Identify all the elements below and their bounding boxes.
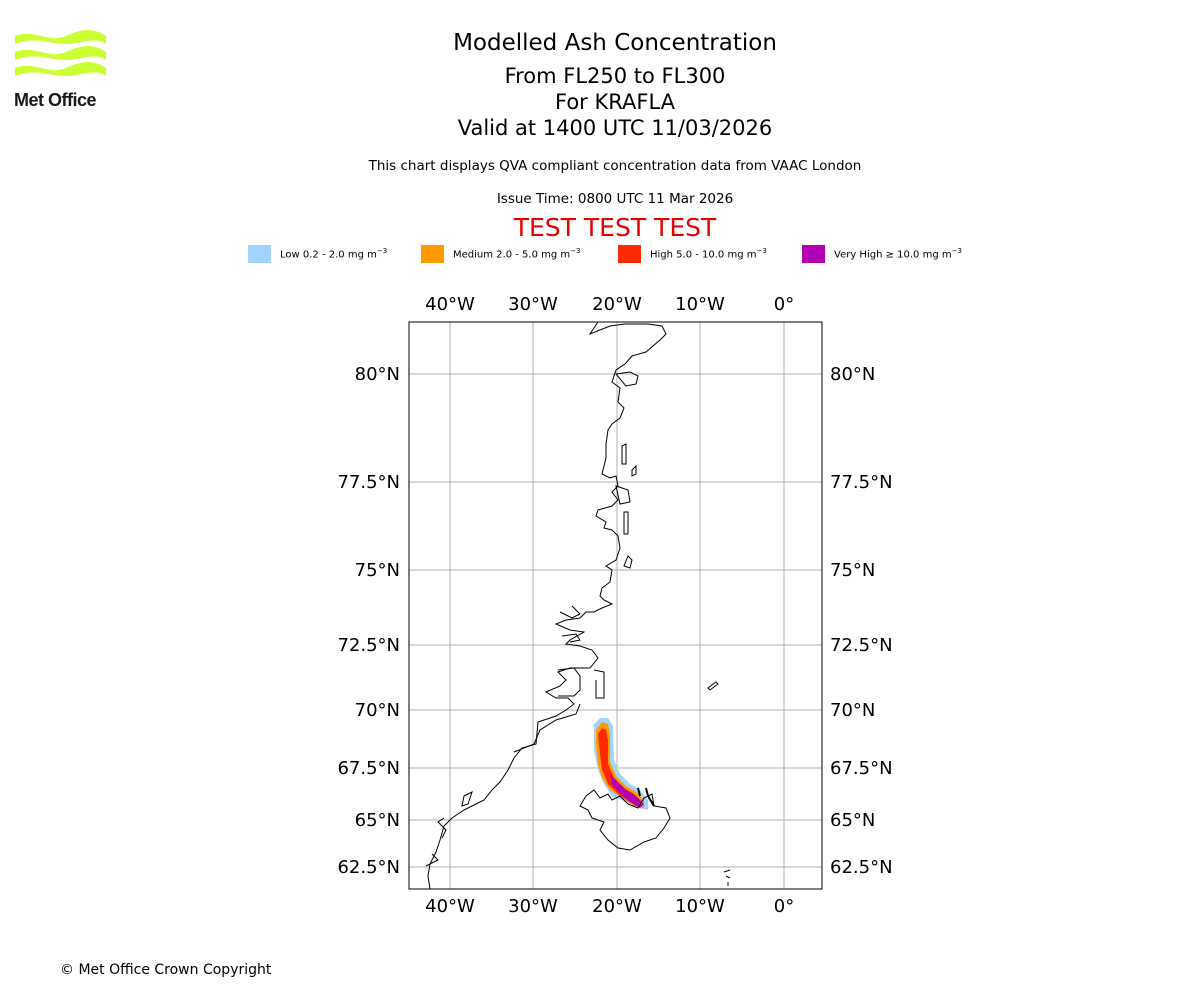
chart-title: Modelled Ash Concentration bbox=[453, 30, 777, 56]
lat-label-left-65n: 65°N bbox=[355, 810, 400, 831]
chart-description: This chart displays QVA compliant concen… bbox=[368, 158, 862, 174]
met-office-wordmark: Met Office bbox=[14, 90, 97, 110]
legend-swatch-low bbox=[248, 245, 271, 263]
lat-label-left-70n: 70°N bbox=[355, 700, 400, 721]
lat-label-right-70n: 70°N bbox=[830, 700, 875, 721]
lon-label-top-40w: 40°W bbox=[425, 294, 475, 315]
lat-label-right-65n: 65°N bbox=[830, 810, 875, 831]
lat-label-right-75n: 75°N bbox=[830, 560, 875, 581]
legend-label-medium: Medium 2.0 - 5.0 mg m−3 bbox=[453, 247, 581, 261]
met-office-wave-logo-icon bbox=[15, 30, 106, 76]
copyright-notice: © Met Office Crown Copyright bbox=[60, 962, 272, 978]
legend-swatch-high bbox=[618, 245, 641, 263]
lon-label-top-10w: 10°W bbox=[675, 294, 725, 315]
lat-label-right-62-5n: 62.5°N bbox=[830, 857, 893, 878]
lat-label-left-72-5n: 72.5°N bbox=[337, 635, 400, 656]
longitude-labels-top: 40°W 30°W 20°W 10°W 0° bbox=[425, 294, 794, 315]
lon-label-bottom-20w: 20°W bbox=[592, 896, 642, 917]
krafla-marker bbox=[637, 787, 655, 807]
lon-label-bottom-40w: 40°W bbox=[425, 896, 475, 917]
lon-label-top-0: 0° bbox=[774, 294, 794, 315]
lat-label-right-80n: 80°N bbox=[830, 364, 875, 385]
longitude-labels-bottom: 40°W 30°W 20°W 10°W 0° bbox=[425, 896, 794, 917]
legend-label-low: Low 0.2 - 2.0 mg m−3 bbox=[280, 247, 388, 261]
flight-level-range: From FL250 to FL300 bbox=[504, 64, 726, 88]
lat-label-left-75n: 75°N bbox=[355, 560, 400, 581]
lon-label-top-30w: 30°W bbox=[508, 294, 558, 315]
met-office-logo: Met Office bbox=[14, 30, 109, 114]
map-frame bbox=[408, 321, 823, 890]
lat-label-left-67-5n: 67.5°N bbox=[337, 758, 400, 779]
latitude-labels-left: 80°N 77.5°N 75°N 72.5°N 70°N 67.5°N 65°N… bbox=[337, 364, 400, 878]
greenland-coastline bbox=[427, 321, 667, 890]
legend-item-very-high: Very High ≥ 10.0 mg m−3 bbox=[802, 244, 962, 264]
lon-label-bottom-10w: 10°W bbox=[675, 896, 725, 917]
greenland-fjords bbox=[513, 371, 639, 753]
legend-item-high: High 5.0 - 10.0 mg m−3 bbox=[618, 244, 767, 264]
issue-time: Issue Time: 0800 UTC 11 Mar 2026 bbox=[496, 191, 734, 207]
legend-item-medium: Medium 2.0 - 5.0 mg m−3 bbox=[421, 244, 580, 264]
iceland-coastline bbox=[579, 789, 671, 851]
jan-mayen-island bbox=[707, 681, 719, 691]
legend-swatch-medium bbox=[421, 245, 444, 263]
volcano-name: For KRAFLA bbox=[555, 90, 675, 114]
lon-label-top-20w: 20°W bbox=[592, 294, 642, 315]
faroe-islands bbox=[723, 869, 731, 886]
lat-label-left-62-5n: 62.5°N bbox=[337, 857, 400, 878]
lon-label-bottom-0: 0° bbox=[774, 896, 794, 917]
lon-label-bottom-30w: 30°W bbox=[508, 896, 558, 917]
lat-label-right-67-5n: 67.5°N bbox=[830, 758, 893, 779]
lat-label-right-72-5n: 72.5°N bbox=[830, 635, 893, 656]
valid-time: Valid at 1400 UTC 11/03/2026 bbox=[457, 116, 773, 140]
lat-label-left-77-5n: 77.5°N bbox=[337, 472, 400, 493]
map-gridlines bbox=[409, 322, 822, 889]
legend-item-low: Low 0.2 - 2.0 mg m−3 bbox=[248, 244, 387, 264]
latitude-labels-right: 80°N 77.5°N 75°N 72.5°N 70°N 67.5°N 65°N… bbox=[830, 364, 893, 878]
legend-label-very-high: Very High ≥ 10.0 mg m−3 bbox=[834, 247, 962, 261]
legend-swatch-very-high bbox=[802, 245, 825, 263]
test-banner: TEST TEST TEST bbox=[513, 213, 717, 242]
legend-label-high: High 5.0 - 10.0 mg m−3 bbox=[650, 247, 767, 261]
ash-plume-very-high bbox=[610, 774, 644, 808]
lat-label-right-77-5n: 77.5°N bbox=[830, 472, 893, 493]
lat-label-left-80n: 80°N bbox=[355, 364, 400, 385]
greenland-coast-se bbox=[425, 791, 473, 867]
